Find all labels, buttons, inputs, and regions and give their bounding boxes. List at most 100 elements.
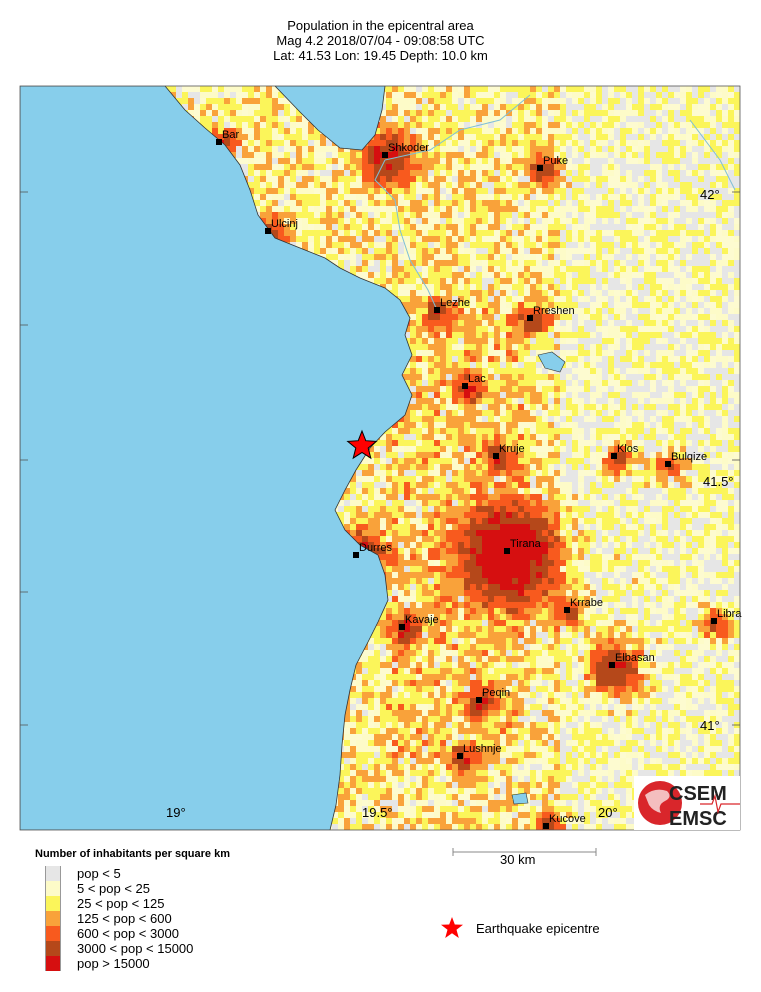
density-cell <box>410 362 416 368</box>
density-cell <box>482 188 488 194</box>
density-cell <box>230 86 236 92</box>
density-cell <box>548 248 554 254</box>
density-cell <box>314 206 320 212</box>
density-cell <box>248 158 254 164</box>
density-cell <box>236 146 242 152</box>
density-cell <box>524 116 530 122</box>
density-cell <box>488 122 494 128</box>
density-cell <box>278 182 284 188</box>
density-cell <box>452 164 458 170</box>
density-cell <box>614 158 620 164</box>
density-cell <box>668 122 674 128</box>
density-cell <box>662 128 668 134</box>
density-cell <box>248 176 254 182</box>
density-cell <box>566 128 572 134</box>
density-cell <box>464 104 470 110</box>
density-cell <box>638 356 644 362</box>
density-cell <box>356 254 362 260</box>
density-cell <box>284 230 290 236</box>
density-cell <box>500 212 506 218</box>
density-cell <box>362 218 368 224</box>
density-cell <box>542 320 548 326</box>
density-cell <box>266 104 272 110</box>
density-cell <box>374 146 380 152</box>
density-cell <box>584 140 590 146</box>
density-cell <box>350 206 356 212</box>
density-cell <box>704 92 710 98</box>
density-cell <box>668 158 674 164</box>
density-cell <box>458 260 464 266</box>
density-cell <box>446 272 452 278</box>
density-cell <box>446 182 452 188</box>
density-cell <box>602 206 608 212</box>
density-cell <box>518 308 524 314</box>
density-cell <box>518 230 524 236</box>
density-cell <box>662 212 668 218</box>
density-cell <box>572 170 578 176</box>
density-cell <box>536 242 542 248</box>
density-cell <box>710 152 716 158</box>
density-cell <box>698 92 704 98</box>
density-cell <box>704 236 710 242</box>
density-cell <box>656 92 662 98</box>
density-cell <box>440 230 446 236</box>
density-cell <box>542 338 548 344</box>
density-cell <box>422 296 428 302</box>
density-cell <box>434 350 440 356</box>
density-cell <box>554 188 560 194</box>
density-cell <box>734 116 740 122</box>
density-cell <box>272 188 278 194</box>
density-cell <box>344 212 350 218</box>
density-cell <box>248 92 254 98</box>
density-cell <box>176 92 182 98</box>
density-cell <box>434 116 440 122</box>
density-cell <box>584 320 590 326</box>
density-cell <box>596 266 602 272</box>
density-cell <box>482 266 488 272</box>
density-cell <box>608 152 614 158</box>
density-cell <box>662 218 668 224</box>
density-cell <box>560 164 566 170</box>
density-cell <box>584 302 590 308</box>
density-cell <box>548 152 554 158</box>
density-cell <box>428 236 434 242</box>
density-cell <box>422 122 428 128</box>
density-cell <box>410 380 416 386</box>
density-cell <box>476 314 482 320</box>
density-cell <box>632 104 638 110</box>
density-cell <box>692 194 698 200</box>
density-cell <box>632 110 638 116</box>
density-cell <box>692 290 698 296</box>
density-cell <box>656 194 662 200</box>
density-cell <box>314 248 320 254</box>
density-cell <box>530 206 536 212</box>
density-cell <box>464 218 470 224</box>
density-cell <box>608 110 614 116</box>
density-cell <box>602 314 608 320</box>
density-cell <box>614 104 620 110</box>
density-cell <box>638 350 644 356</box>
density-cell <box>560 92 566 98</box>
density-cell <box>416 344 422 350</box>
density-cell <box>722 158 728 164</box>
density-cell <box>692 98 698 104</box>
density-cell <box>614 188 620 194</box>
density-cell <box>698 296 704 302</box>
density-cell <box>494 140 500 146</box>
density-cell <box>638 254 644 260</box>
density-cell <box>410 146 416 152</box>
density-cell <box>566 374 572 380</box>
density-cell <box>542 272 548 278</box>
density-cell <box>482 314 488 320</box>
density-cell <box>650 194 656 200</box>
density-cell <box>512 122 518 128</box>
density-cell <box>320 140 326 146</box>
density-cell <box>710 344 716 350</box>
density-cell <box>254 86 260 92</box>
density-cell <box>440 98 446 104</box>
density-cell <box>578 200 584 206</box>
density-cell <box>428 302 434 308</box>
density-cell <box>626 350 632 356</box>
density-cell <box>728 332 734 338</box>
density-cell <box>296 212 302 218</box>
